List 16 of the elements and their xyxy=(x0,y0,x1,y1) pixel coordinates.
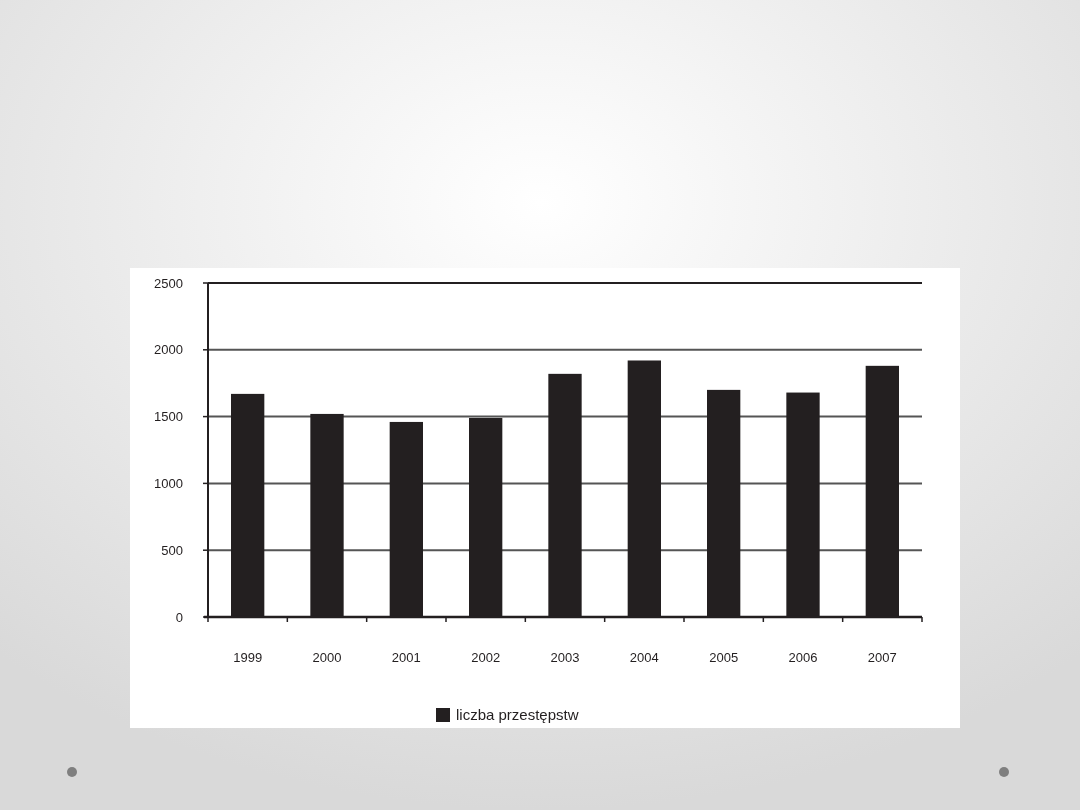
y-tick-label: 500 xyxy=(161,542,183,558)
x-tick-label: 2005 xyxy=(709,650,739,665)
x-tick-label: 2003 xyxy=(550,650,580,665)
y-tick-label: 2500 xyxy=(154,275,183,291)
x-tick-label: 2001 xyxy=(391,650,421,665)
x-tick-label: 2006 xyxy=(788,650,818,665)
x-tick-label: 1999 xyxy=(233,650,263,665)
x-tick-label: 2002 xyxy=(471,650,501,665)
y-tick-label: 1500 xyxy=(154,409,183,425)
x-tick-label: 2000 xyxy=(312,650,342,665)
y-tick-label: 0 xyxy=(175,609,183,625)
x-tick-label: 2007 xyxy=(867,650,897,665)
y-tick-label: 1000 xyxy=(154,475,183,491)
legend-label: liczba przestępstw xyxy=(456,706,579,724)
y-tick-label: 2000 xyxy=(154,342,183,358)
x-tick-label: 2004 xyxy=(629,650,659,665)
